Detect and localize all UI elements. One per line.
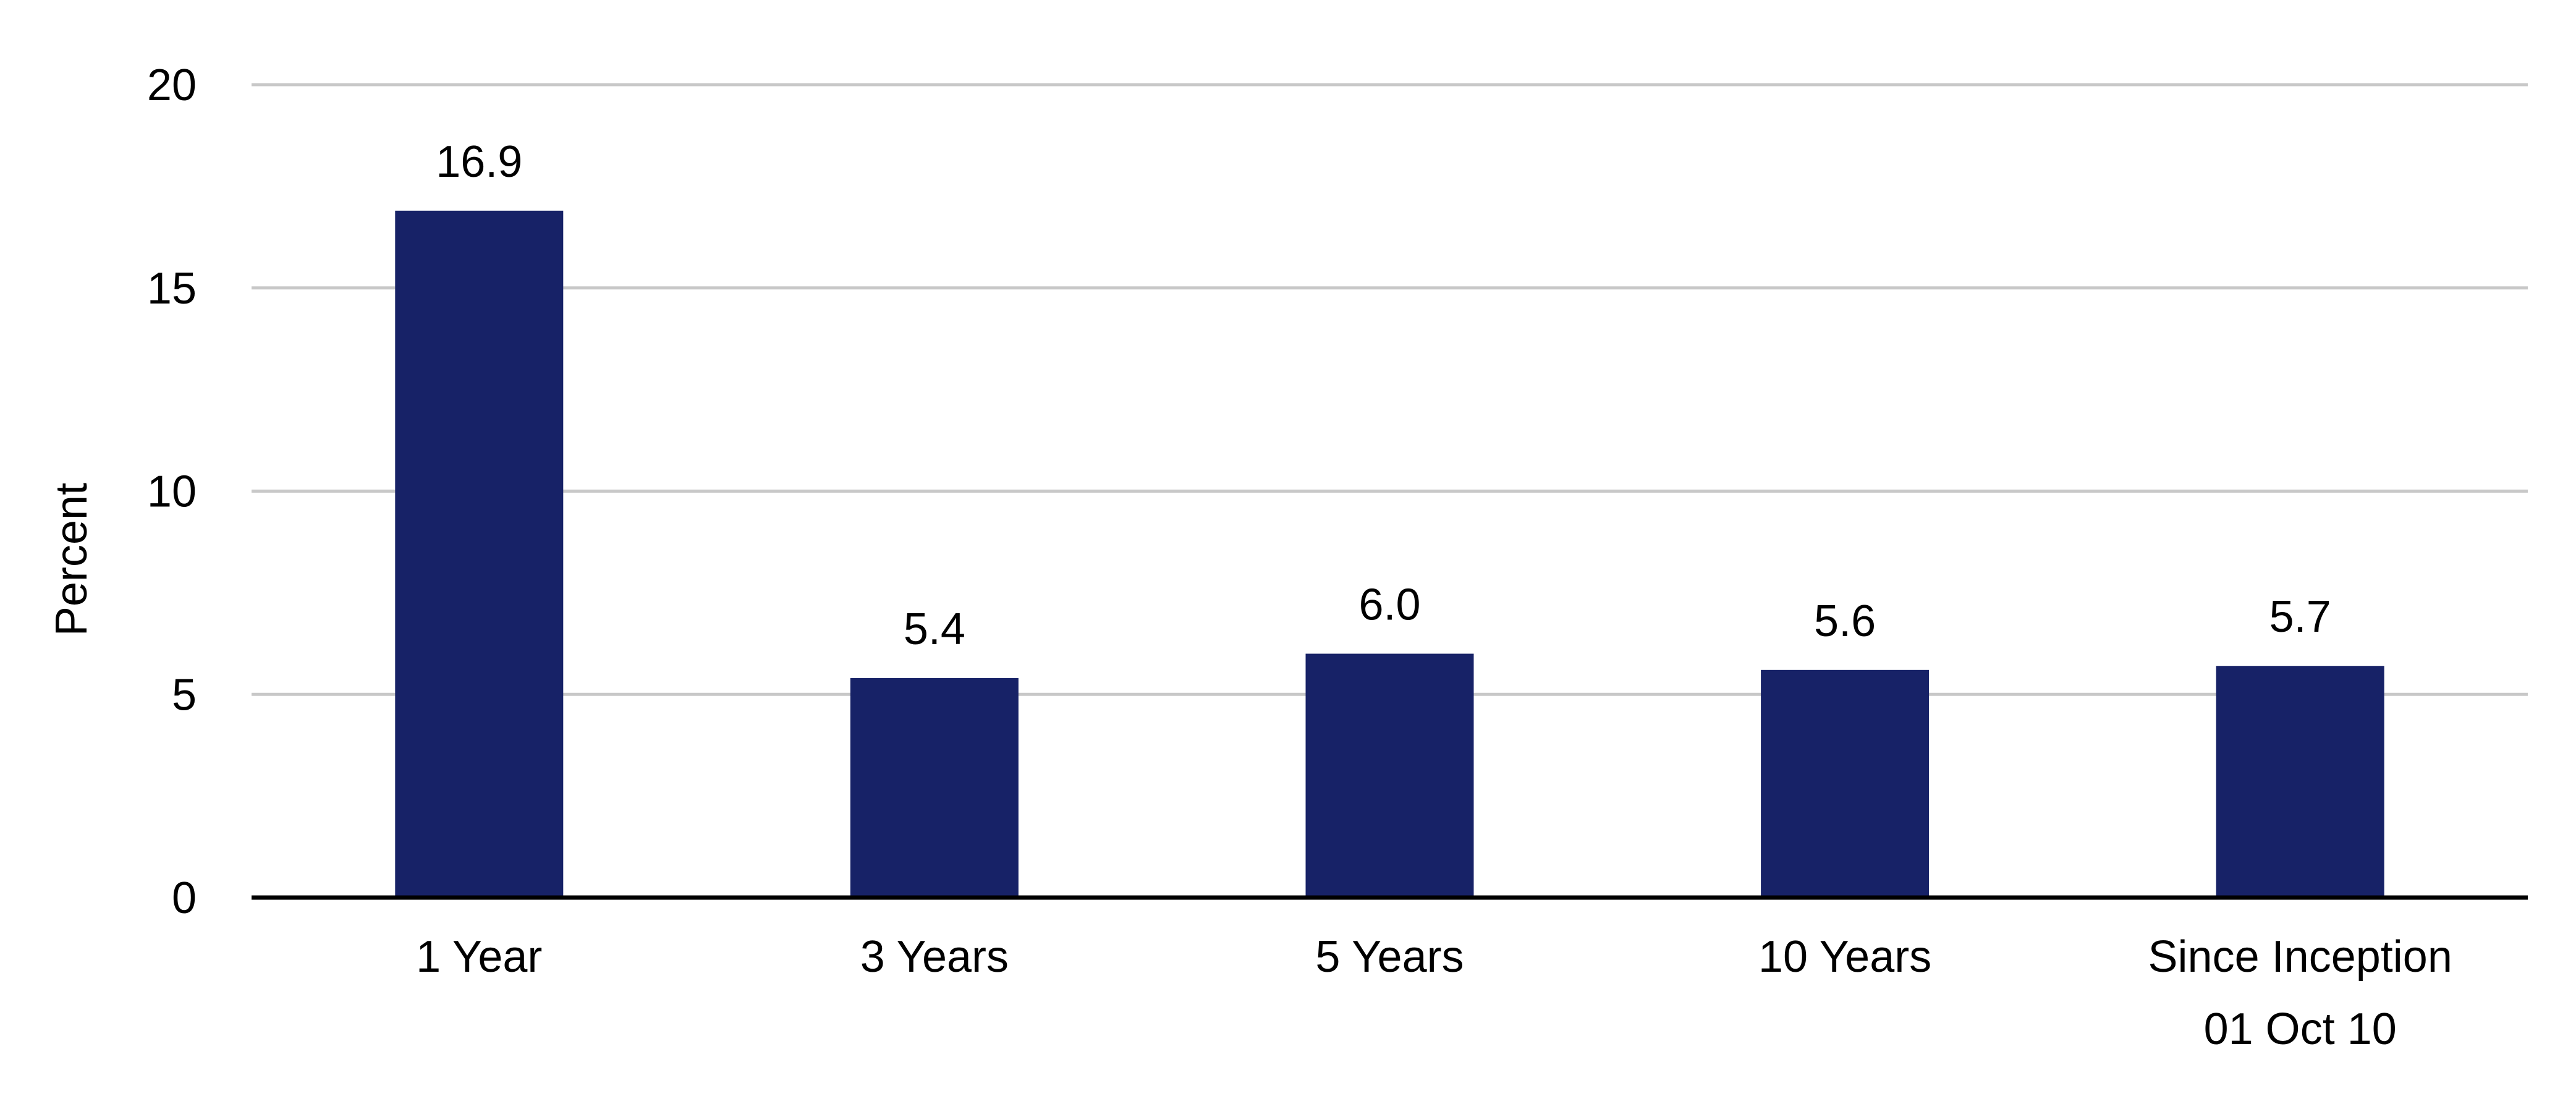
- data-label: 5.4: [904, 605, 965, 654]
- bars: [395, 210, 2384, 898]
- y-axis-label: Percent: [47, 483, 96, 636]
- y-tick-label: 20: [147, 61, 197, 110]
- y-tick-label: 0: [172, 873, 197, 923]
- data-label: 5.6: [1814, 597, 1876, 646]
- bar: [395, 210, 564, 898]
- bar: [850, 678, 1019, 898]
- data-label: 5.7: [2269, 592, 2331, 642]
- x-tick-label: 01 Oct 10: [2204, 1005, 2397, 1054]
- y-tick-labels: 0 5 10 15 20: [147, 61, 197, 923]
- x-tick-labels: 1 Year 3 Years 5 Years 10 Years Since Incept…: [416, 932, 2452, 1054]
- x-tick-label: 5 Years: [1315, 932, 1464, 982]
- y-tick-label: 10: [147, 467, 197, 517]
- data-label: 16.9: [436, 137, 522, 187]
- x-tick-label: 10 Years: [1758, 932, 1931, 982]
- bar: [2216, 666, 2384, 898]
- data-labels: 16.9 5.4 6.0 5.6 5.7: [436, 137, 2331, 654]
- y-tick-label: 5: [172, 670, 197, 720]
- data-label: 6.0: [1358, 580, 1420, 630]
- x-tick-label: 1 Year: [416, 932, 542, 982]
- y-tick-label: 15: [147, 264, 197, 313]
- bar: [1761, 669, 1930, 898]
- x-tick-label: Since Inception: [2148, 932, 2452, 982]
- bar: [1305, 653, 1474, 898]
- x-tick-label: 3 Years: [860, 932, 1009, 982]
